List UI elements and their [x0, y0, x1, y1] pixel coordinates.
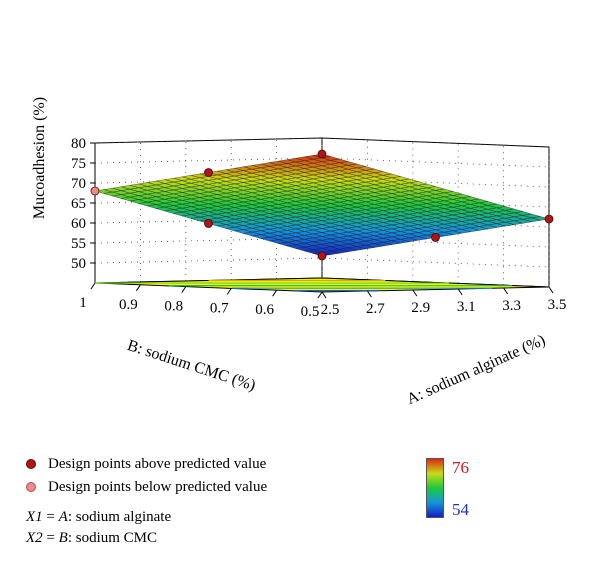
y-tick	[272, 289, 278, 297]
z-tick-label: 65	[71, 196, 86, 212]
x-tick	[412, 289, 418, 297]
response-surface	[94, 153, 550, 257]
x-tick-label: 3.1	[457, 299, 476, 315]
design-point-above	[317, 149, 327, 159]
x-tick-label: 3.5	[548, 297, 567, 313]
legend-item-above: Design points above predicted value	[26, 452, 386, 475]
colorbar-min-label: 54	[452, 500, 469, 519]
z-tick-label: 55	[71, 236, 86, 252]
x-tick-label: 2.7	[366, 301, 385, 317]
y-tick-label: 0.9	[119, 297, 138, 313]
legend-above-label: Design points above predicted value	[48, 455, 267, 472]
axis-ticks: 50 55 60 65 70 75 80 2.5 2.7 2.9 3.1 3.3 3.5 0.5 0.6 0.…	[71, 136, 566, 320]
x-tick-label: 2.5	[321, 302, 340, 318]
z-gridline	[94, 157, 550, 168]
x-tick-label: 2.9	[411, 300, 430, 316]
design-point-above	[204, 168, 213, 177]
y-axis-label: B: sodium CMC (%)	[125, 337, 258, 395]
z-gridline	[94, 177, 550, 188]
z-tick-label: 60	[71, 216, 86, 232]
point-above-icon	[26, 458, 36, 469]
surface-plot: 50 55 60 65 70 75 80 2.5 2.7 2.9 3.1 3.3 3.5 0.5 0.6 0.…	[31, 97, 566, 408]
x-axis-label: A: sodium alginate (%)	[404, 332, 548, 408]
x-tick	[321, 291, 327, 299]
factor-definition-x1: X1 = A: sodium alginate	[26, 509, 172, 525]
z-gridline	[94, 137, 550, 148]
point-below-icon	[26, 481, 36, 492]
colorbar-max-label: 76	[452, 458, 469, 477]
legend: Design points above predicted value Desi…	[26, 452, 386, 548]
colorbar	[426, 458, 444, 518]
z-tick-label: 80	[71, 136, 86, 152]
y-tick	[226, 288, 232, 295]
y-tick-label: 0.6	[255, 302, 274, 318]
z-gridline	[94, 237, 550, 248]
design-point-above	[431, 233, 440, 242]
legend-item-below: Design points below predicted value	[26, 475, 386, 498]
contour-floor	[94, 277, 550, 293]
design-point-above	[204, 219, 213, 228]
design-points	[90, 149, 554, 261]
y-tick	[135, 284, 141, 292]
z-tick-label: 50	[71, 256, 86, 272]
y-tick	[181, 286, 187, 293]
y-tick	[317, 291, 323, 299]
x-tick-label: 3.3	[502, 298, 521, 314]
y-tick-label: 0.5	[301, 304, 320, 320]
z-gridline	[94, 257, 550, 268]
x-tick	[366, 290, 372, 298]
x-tick	[457, 288, 463, 296]
y-tick-label: 1	[79, 295, 87, 311]
y-tick-label: 0.7	[210, 300, 229, 316]
z-tick-label: 75	[71, 156, 86, 172]
factor-definition-x2: X2 = B: sodium CMC	[26, 530, 157, 546]
design-point-below	[90, 186, 100, 196]
design-point-above	[544, 214, 554, 224]
y-tick-label: 0.8	[164, 299, 183, 315]
z-tick-label: 70	[71, 176, 86, 192]
design-point-above	[317, 251, 327, 261]
z-axis-label: Mucoadhesion (%)	[31, 97, 48, 219]
legend-below-label: Design points below predicted value	[48, 478, 268, 495]
x-tick	[548, 286, 554, 294]
y-tick	[90, 282, 96, 290]
x-tick	[503, 287, 509, 295]
